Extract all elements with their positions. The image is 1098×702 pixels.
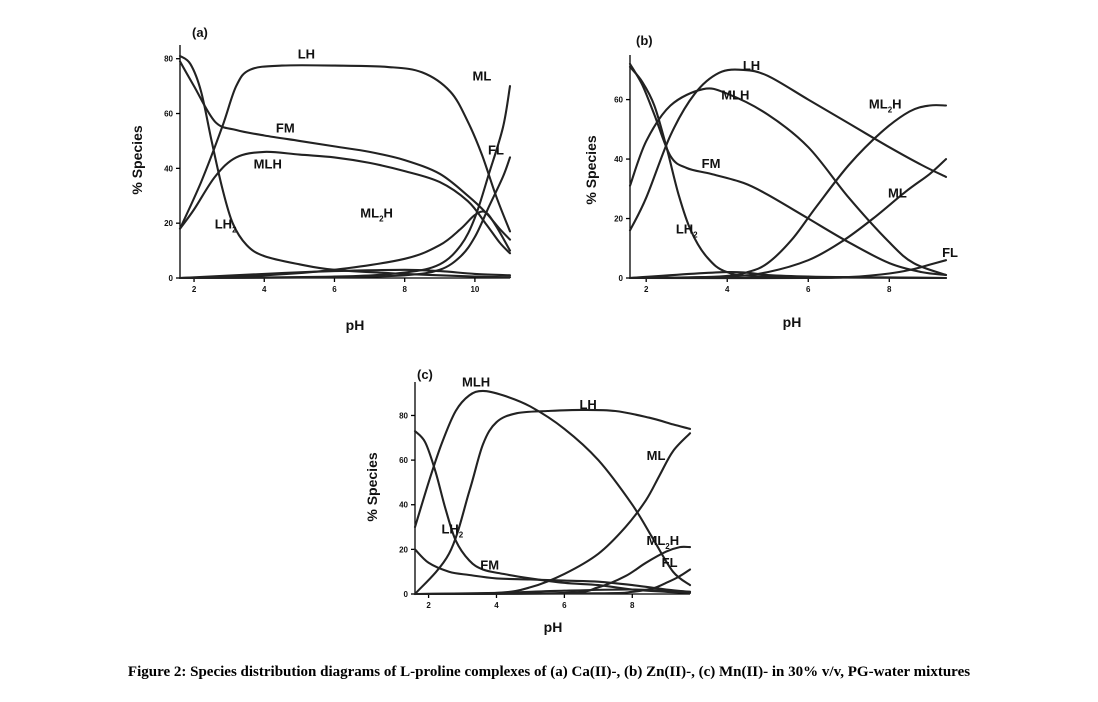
series-label-ml: ML — [888, 186, 907, 201]
series-label-ml2h: ML2H — [647, 533, 680, 551]
series-line-b-fl — [628, 259, 948, 280]
y-tick-label: 40 — [614, 155, 623, 164]
series-label-fm: FM — [276, 121, 295, 136]
x-tick-label: 2 — [426, 601, 431, 610]
series-label-lh: LH — [579, 397, 596, 412]
series-line-a-mlh — [178, 150, 512, 255]
y-tick-label: 80 — [164, 55, 173, 64]
y-tick-label: 60 — [164, 110, 173, 119]
y-tick-label: 0 — [169, 274, 174, 283]
panel-a: 2 4 6 8 10 0 20 40 60 80 pH % Species (a) LH FM MLH LH2 M… — [120, 15, 560, 345]
series-label-mlh: MLH — [254, 156, 282, 171]
y-tick-label: 0 — [404, 590, 409, 599]
x-tick-label: 6 — [562, 601, 567, 610]
series-line-b-lh2 — [628, 65, 948, 280]
series-label-lh2: LH2 — [441, 522, 463, 540]
y-tick-label: 20 — [399, 545, 408, 554]
y-tick-label: 20 — [164, 219, 173, 228]
series-line-a-lh — [178, 64, 512, 233]
x-tick-label: 4 — [262, 285, 267, 294]
series-label-lh2: LH2 — [676, 221, 698, 239]
series-label-ml: ML — [473, 69, 492, 84]
figure-caption: Figure 2: Species distribution diagrams … — [127, 664, 971, 680]
series-line-b-ml2h — [628, 104, 948, 280]
x-axis-title: pH — [346, 317, 365, 333]
series-label-lh: LH — [298, 47, 315, 62]
y-tick-label: 60 — [614, 96, 623, 105]
series-line-a-baseline-7 — [178, 268, 512, 280]
series-label-mlh: MLH — [721, 88, 749, 103]
x-tick-label: 4 — [494, 601, 499, 610]
series-line-a-ml — [178, 85, 512, 280]
panel-b: 2 4 6 8 0 20 40 60 pH % Species (b) LH MLH FM LH2 ML2H M… — [570, 25, 990, 345]
chart-a-svg: 2 4 6 8 10 0 20 40 60 80 pH % Species (a) LH FM MLH LH2 M… — [129, 25, 512, 333]
series-line-b-mlh — [628, 87, 948, 277]
x-tick-label: 6 — [806, 285, 811, 294]
series-label-ml: ML — [647, 448, 666, 463]
x-tick-label: 10 — [470, 285, 479, 294]
x-tick-label: 2 — [192, 285, 197, 294]
y-axis-title: % Species — [583, 135, 599, 204]
x-axis-title: pH — [544, 619, 563, 635]
series-line-a-fl — [178, 156, 512, 280]
series-label-lh: LH — [743, 58, 760, 73]
y-tick-label: 20 — [614, 215, 623, 224]
x-tick-label: 8 — [402, 285, 407, 294]
series-line-b-fm — [628, 62, 948, 277]
chart-b-svg: 2 4 6 8 0 20 40 60 pH % Species (b) LH MLH FM LH2 ML2H M… — [583, 33, 958, 330]
series-label-fm: FM — [702, 156, 721, 171]
series-line-c-baseline-7 — [413, 588, 692, 596]
x-tick-label: 8 — [887, 285, 892, 294]
panel-c: 2 4 6 8 0 20 40 60 80 pH% Species (c) MLH LH LH2 FM ML M… — [355, 362, 745, 647]
y-tick-label: 0 — [619, 274, 624, 283]
panel-label: (a) — [192, 25, 208, 40]
panel-label: (c) — [417, 367, 433, 382]
series-label-fl: FL — [488, 143, 504, 158]
series-line-c-fm — [413, 548, 692, 593]
x-tick-label: 2 — [644, 285, 649, 294]
series-label-ml2h: ML2H — [360, 206, 393, 224]
series-line-c-mlh — [413, 389, 692, 587]
x-tick-label: 8 — [630, 601, 635, 610]
series-label-fl: FL — [662, 555, 678, 570]
series-label-lh2: LH2 — [215, 217, 237, 235]
series-line-a-lh2 — [178, 54, 512, 279]
y-axis-title: % Species — [364, 452, 380, 521]
series-line-b-ml — [628, 158, 948, 280]
series-label-fm: FM — [480, 557, 499, 572]
y-tick-label: 40 — [399, 501, 408, 510]
panel-label: (b) — [636, 33, 653, 48]
y-axis-title: % Species — [129, 125, 145, 194]
y-tick-label: 80 — [399, 411, 408, 420]
series-line-c-lh — [413, 408, 692, 596]
x-axis-title: pH — [783, 314, 802, 330]
y-tick-label: 60 — [399, 456, 408, 465]
x-tick-label: 6 — [332, 285, 337, 294]
series-label-mlh: MLH — [462, 374, 490, 389]
y-tick-label: 40 — [164, 164, 173, 173]
series-label-fl: FL — [942, 245, 958, 260]
x-tick-label: 4 — [725, 285, 730, 294]
series-line-b-baseline-7 — [628, 271, 948, 280]
series-label-ml2h: ML2H — [869, 97, 902, 115]
series-line-a-ml2h — [178, 210, 512, 280]
